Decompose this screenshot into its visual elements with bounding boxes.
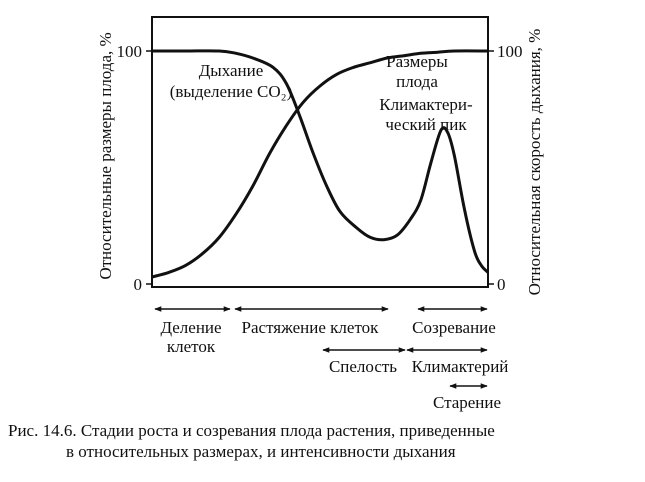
stage-cell-elongation: Растяжение клеток bbox=[242, 318, 380, 337]
left-tick-label-0: 0 bbox=[134, 275, 143, 294]
right-tick-label-0: 0 bbox=[497, 275, 506, 294]
size-label-line1: Размеры bbox=[386, 52, 448, 71]
climacteric-peak-label-line1: Климактери- bbox=[379, 95, 473, 114]
respiration-label-line1: Дыхание bbox=[199, 61, 264, 80]
respiration-label-line2: (выделение CO₂) bbox=[170, 82, 293, 101]
right-axis-title: Относительная скорость дыхания, % bbox=[525, 29, 544, 296]
figure-caption: Рис. 14.6. Стадии роста и созревания пло… bbox=[8, 420, 638, 462]
caption-line-2: в относительных размерах, и интенсивност… bbox=[66, 442, 456, 461]
series-line-respiration bbox=[152, 49, 490, 274]
size-label-line2: плода bbox=[396, 72, 438, 91]
caption-line-1: Рис. 14.6. Стадии роста и созревания пло… bbox=[8, 421, 495, 440]
left-tick-label-100: 100 bbox=[117, 42, 143, 61]
stage-ripeness: Спелость bbox=[329, 357, 397, 376]
stage-climacteric: Климактерий bbox=[412, 357, 509, 376]
stage-senescence: Старение bbox=[433, 393, 501, 412]
stage-maturation: Созревание bbox=[412, 318, 496, 337]
right-tick-label-100: 100 bbox=[497, 42, 523, 61]
stage-cell-division-line2: клеток bbox=[167, 337, 216, 356]
left-axis-title: Относительные размеры плода, % bbox=[96, 32, 115, 279]
series-line-fruit-size bbox=[151, 49, 489, 279]
climacteric-peak-label-line2: ческий пик bbox=[385, 115, 467, 134]
stage-cell-division-line1: Деление bbox=[160, 318, 221, 337]
plot-frame bbox=[151, 16, 489, 288]
